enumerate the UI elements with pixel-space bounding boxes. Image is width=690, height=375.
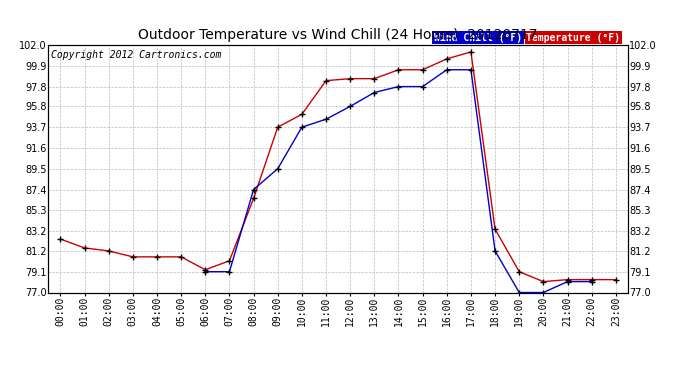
Text: Copyright 2012 Cartronics.com: Copyright 2012 Cartronics.com xyxy=(51,50,221,60)
Text: Temperature (°F): Temperature (°F) xyxy=(526,33,620,42)
Text: Wind Chill (°F): Wind Chill (°F) xyxy=(434,33,522,42)
Title: Outdoor Temperature vs Wind Chill (24 Hours)  20120717: Outdoor Temperature vs Wind Chill (24 Ho… xyxy=(139,28,538,42)
